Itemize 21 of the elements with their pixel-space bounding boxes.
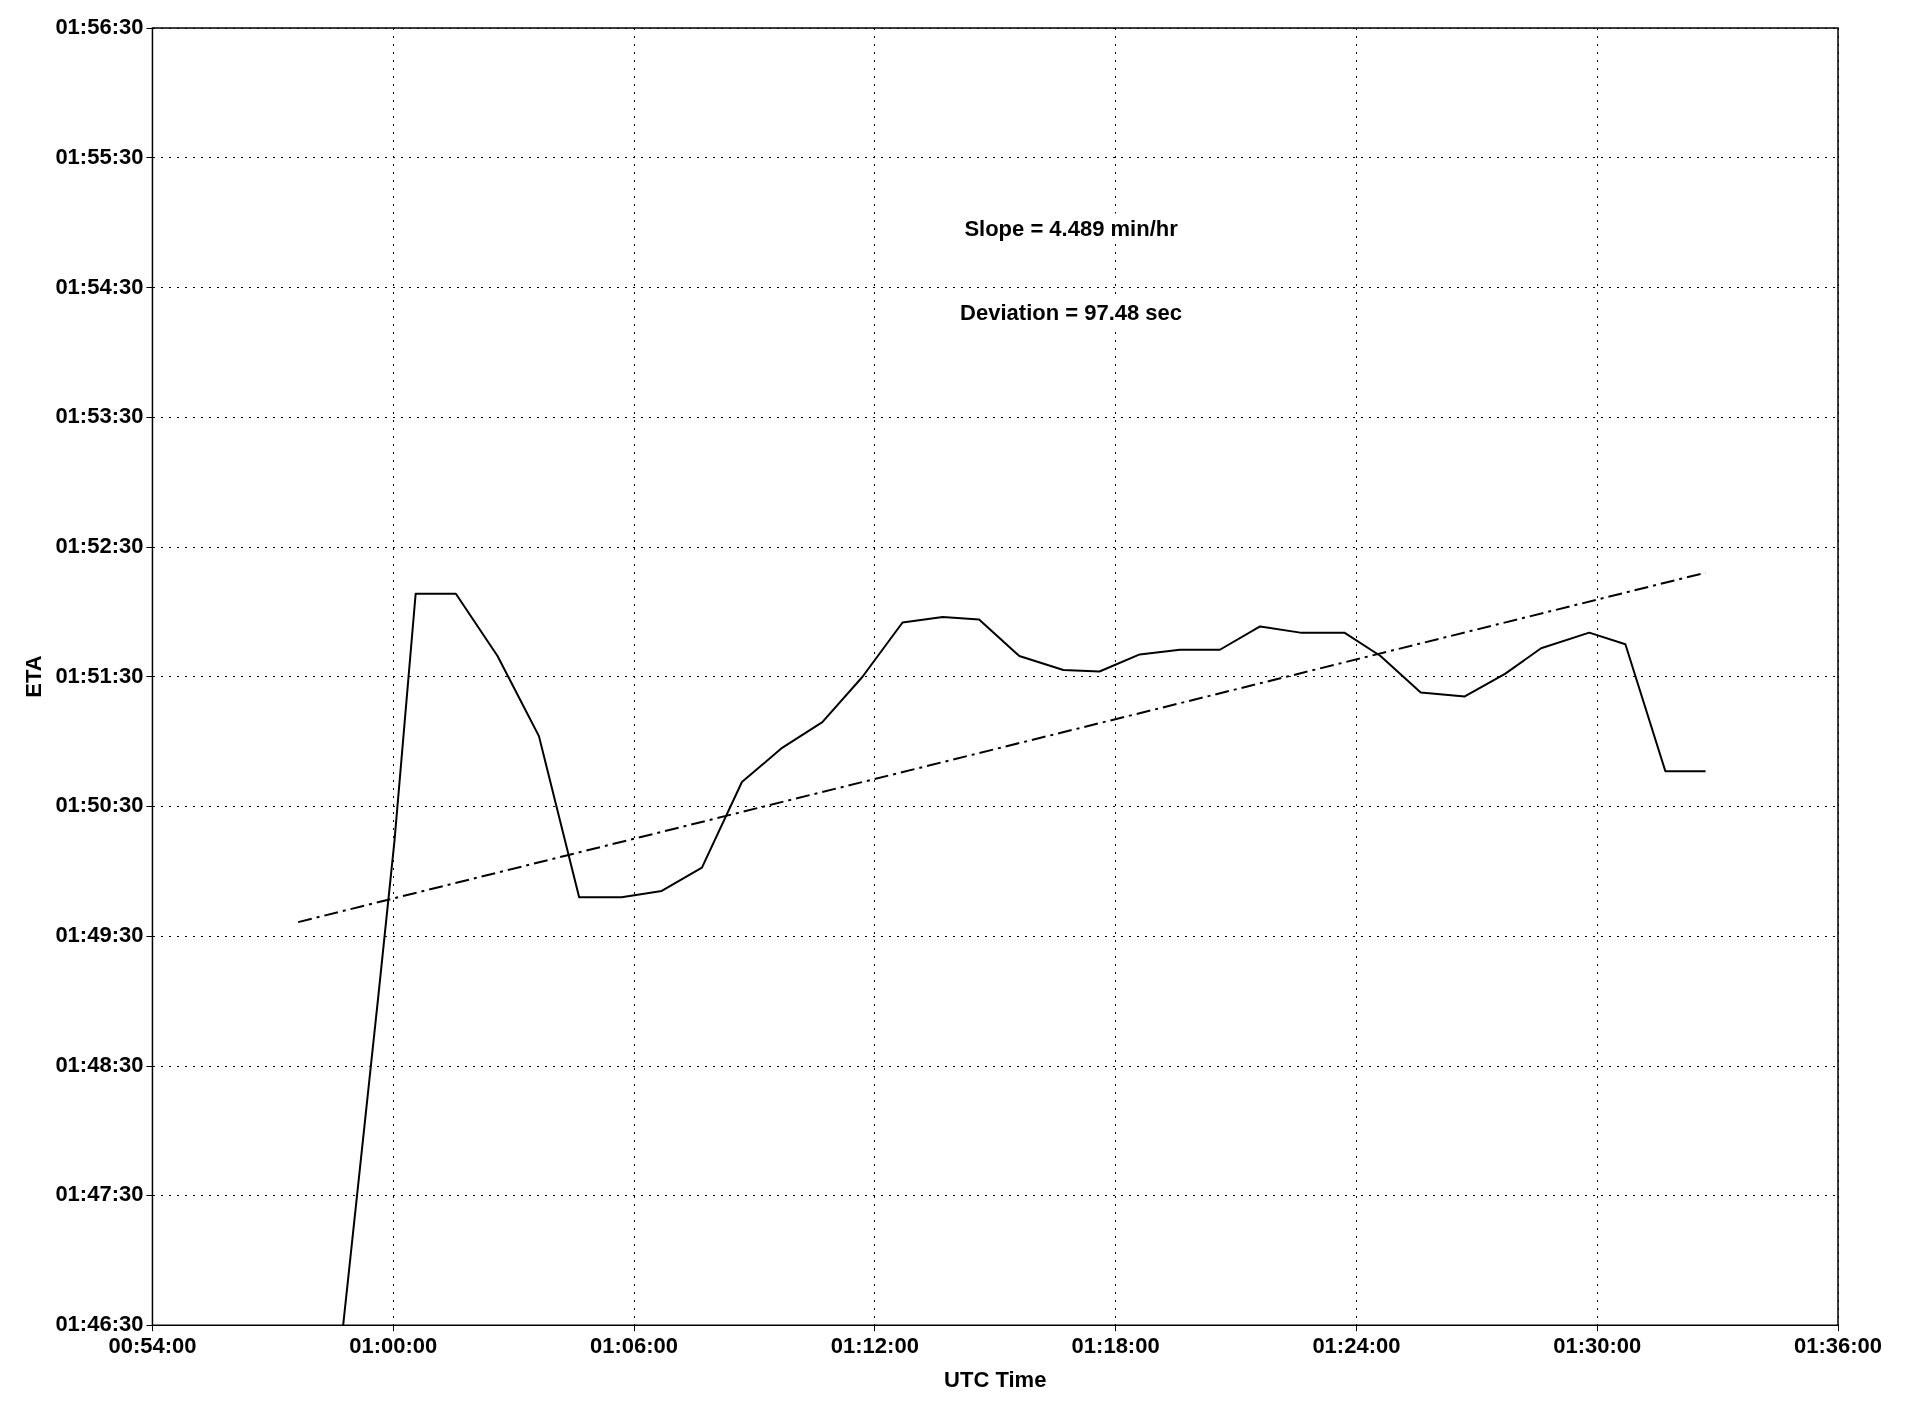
x-tick-label: 01:36:00 — [1793, 1333, 1883, 1359]
y-tick-label: 01:51:30 — [55, 663, 144, 689]
x-tick-label: 01:00:00 — [349, 1333, 438, 1359]
y-tick-label: 01:55:30 — [55, 144, 144, 170]
y-tick-label: 01:49:30 — [55, 922, 144, 948]
y-tick-label: 01:52:30 — [55, 533, 144, 559]
x-tick-label: 01:24:00 — [1312, 1333, 1401, 1359]
x-tick-label: 01:12:00 — [830, 1333, 919, 1359]
y-tick-label: 01:47:30 — [55, 1181, 144, 1207]
x-tick-label: 01:06:00 — [590, 1333, 679, 1359]
y-tick-label: 01:53:30 — [55, 403, 144, 429]
y-tick-label: 01:56:30 — [55, 14, 144, 40]
annotation: Slope = 4.489 min/hr — [964, 215, 1179, 241]
y-tick-label: 01:48:30 — [55, 1052, 144, 1078]
x-tick-label: 01:18:00 — [1071, 1333, 1160, 1359]
annotation: Deviation = 97.48 sec — [960, 299, 1183, 325]
x-axis-title: UTC Time — [944, 1366, 1047, 1392]
y-tick-label: 01:54:30 — [55, 273, 144, 299]
x-tick-label: 01:30:00 — [1553, 1333, 1642, 1359]
y-axis-title: ETA — [21, 655, 47, 698]
y-tick-label: 01:50:30 — [55, 792, 144, 818]
